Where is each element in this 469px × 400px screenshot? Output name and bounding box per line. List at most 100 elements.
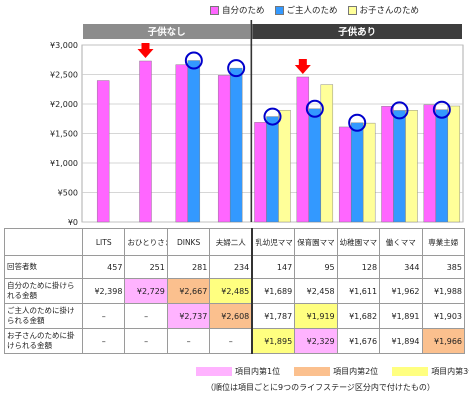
highlight-circle bbox=[184, 51, 203, 70]
bar bbox=[296, 76, 310, 223]
table-column-header: 働くママ bbox=[379, 228, 423, 256]
legend-label-self: 自分のため bbox=[222, 6, 265, 16]
bar bbox=[320, 84, 334, 223]
table-cell: ¥1,689 bbox=[251, 278, 296, 304]
highlight-circle bbox=[305, 99, 324, 118]
table-cell: ¥2,458 bbox=[294, 278, 338, 304]
legend-label-child: お子さんのため bbox=[359, 6, 420, 16]
legend-swatch-self bbox=[210, 5, 219, 15]
table-cell: – bbox=[124, 328, 168, 354]
highlight-circle bbox=[227, 59, 246, 78]
table-cell: ¥1,988 bbox=[421, 278, 465, 304]
table-cell: ¥1,787 bbox=[251, 303, 296, 329]
table-row-label: ご主人のために掛けられる金額 bbox=[4, 303, 83, 329]
table-row: ご主人のために掛けられる金額 – – ¥2,737 ¥2,608 ¥1,787 ¥1,919… bbox=[4, 303, 465, 329]
legend-swatch-child bbox=[347, 5, 357, 15]
table-cell: ¥2,729 bbox=[124, 278, 168, 304]
group-header bbox=[252, 24, 462, 39]
table-row: 回答者数 457 251 281 234 147 95 128 344 385 bbox=[4, 255, 465, 279]
highlight-arrow bbox=[137, 42, 154, 58]
rank-legend-swatch-2 bbox=[294, 367, 331, 376]
table-header-row: LITSおひとりさまDINKS夫婦二人乳幼児ママ保育園ママ幼稚園ママ働くママ専業… bbox=[4, 228, 465, 256]
bar bbox=[393, 110, 406, 223]
group-header bbox=[83, 24, 251, 39]
table-row-label: 自分のために掛けられる金額 bbox=[4, 278, 83, 304]
highlight-circle bbox=[263, 107, 282, 126]
bar-chart: ¥0 ¥500 ¥1,000 ¥1,500 ¥2,000 ¥2,500 ¥3,000 子供なし… bbox=[50, 20, 464, 227]
highlight-circle bbox=[348, 113, 367, 132]
table-cell: ¥2,608 bbox=[209, 303, 253, 329]
table-cell: – bbox=[124, 303, 168, 329]
table-cell: ¥1,894 bbox=[379, 328, 423, 354]
rank-legend-label-1: 項目内第1位 bbox=[235, 367, 281, 376]
table-cell: ¥2,485 bbox=[209, 278, 253, 304]
table-cell: 147 bbox=[251, 255, 296, 279]
y-tick-label: ¥2,000 bbox=[50, 100, 78, 109]
table-cell: 344 bbox=[379, 255, 423, 279]
y-tick-label: ¥1,000 bbox=[50, 159, 78, 168]
rank-legend-item-1: 項目内第1位 bbox=[196, 366, 280, 377]
table-cell: 128 bbox=[336, 255, 381, 279]
y-tick-label: ¥3,000 bbox=[50, 41, 78, 50]
table-cell: 251 bbox=[124, 255, 168, 279]
table-cell: – bbox=[209, 328, 253, 354]
table-cell: ¥2,737 bbox=[166, 303, 211, 329]
table-cell: ¥1,895 bbox=[251, 328, 296, 354]
table-cell: – bbox=[81, 328, 126, 354]
y-tick-label: ¥2,500 bbox=[50, 71, 78, 80]
table-cell: ¥1,966 bbox=[421, 328, 465, 354]
table-column-header: 専業主婦 bbox=[421, 228, 465, 256]
table-row: 自分のために掛けられる金額 ¥2,398 ¥2,729 ¥2,667 ¥2,485 ¥1,… bbox=[4, 278, 465, 304]
y-tick-label: ¥500 bbox=[58, 189, 78, 198]
bar bbox=[217, 75, 231, 223]
table-column-header: LITS bbox=[81, 228, 126, 256]
table-cell: 457 bbox=[81, 255, 126, 279]
legend-item-husband: ご主人のため bbox=[274, 4, 338, 16]
chart-legend: 自分のため ご主人のため お子さんのため bbox=[210, 4, 419, 16]
legend-swatch-husband bbox=[274, 5, 284, 15]
legend-label-husband: ご主人のため bbox=[286, 6, 338, 16]
bar bbox=[139, 60, 152, 223]
highlight-circle bbox=[390, 101, 409, 120]
rank-legend-label-2: 項目内第2位 bbox=[333, 367, 379, 376]
bar bbox=[405, 110, 418, 223]
bar bbox=[278, 109, 291, 223]
table-column-header: おひとりさま bbox=[124, 228, 168, 256]
bar bbox=[381, 106, 394, 223]
table-cell: – bbox=[81, 303, 126, 329]
table-cell: – bbox=[166, 328, 211, 354]
table-cell: ¥1,903 bbox=[421, 303, 465, 329]
footnote: （順位は項目ごとに9つのライフステージ区分内で付けたもの） bbox=[206, 383, 435, 392]
highlight-circle bbox=[432, 100, 451, 119]
table-cell: ¥1,676 bbox=[336, 328, 381, 354]
rank-legend-swatch-3 bbox=[392, 367, 429, 376]
table-column-header: 夫婦二人 bbox=[209, 228, 253, 256]
table-column-header: 乳幼児ママ bbox=[251, 228, 296, 256]
table-corner bbox=[4, 228, 83, 256]
table-body: 回答者数 457 251 281 234 147 95 128 344 385 自分のために掛けられ… bbox=[4, 255, 465, 354]
rank-legend: 項目内第1位 項目内第2位 項目内第3位 bbox=[196, 366, 469, 377]
table-cell: 385 bbox=[421, 255, 465, 279]
table-cell: ¥1,962 bbox=[379, 278, 423, 304]
table-cell: ¥2,667 bbox=[166, 278, 211, 304]
bar bbox=[423, 104, 437, 223]
table-cell: ¥1,682 bbox=[336, 303, 381, 329]
data-table: LITSおひとりさまDINKS夫婦二人乳幼児ママ保育園ママ幼稚園ママ働くママ専業… bbox=[4, 228, 465, 354]
y-tick-label: ¥0 bbox=[68, 218, 78, 227]
table-column-header: DINKS bbox=[166, 228, 211, 256]
table-cell: ¥1,919 bbox=[294, 303, 338, 329]
rank-legend-label-3: 項目内第3位 bbox=[431, 367, 469, 376]
table-cell: 281 bbox=[166, 255, 211, 279]
bar bbox=[254, 122, 267, 223]
table-cell: ¥2,329 bbox=[294, 328, 338, 354]
table-column-header: 幼稚園ママ bbox=[336, 228, 381, 256]
y-tick-label: ¥1,500 bbox=[50, 130, 78, 139]
bar bbox=[447, 105, 461, 223]
bar bbox=[96, 80, 110, 223]
group-header-label: 子供あり bbox=[338, 26, 376, 38]
bar bbox=[435, 109, 449, 223]
bar bbox=[187, 60, 201, 223]
rank-legend-item-2: 項目内第2位 bbox=[294, 366, 378, 377]
group-header-label: 子供なし bbox=[148, 26, 186, 38]
table-row: お子さんのために掛けられる金額 – – – – ¥1,895 ¥2,329 ¥1,676 ¥1,… bbox=[4, 328, 465, 354]
